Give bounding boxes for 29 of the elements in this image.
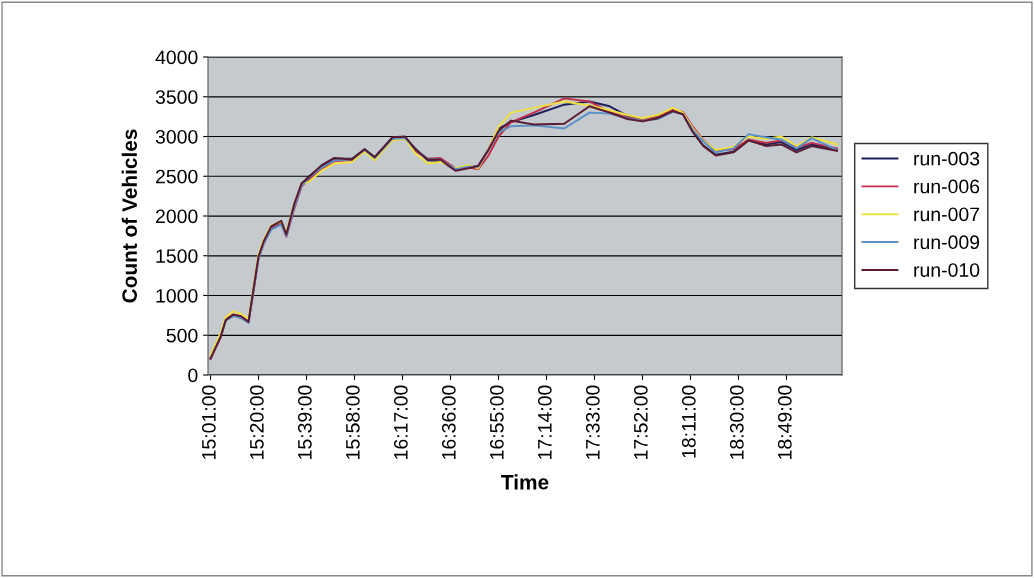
y-tick-label: 1500 [156,249,198,263]
x-tick-label: 18:11:00 [681,385,696,458]
legend-label: run-010 [914,263,980,277]
y-tick-label: 3000 [155,129,198,144]
x-tick-label: 15:20:00 [249,385,264,459]
legend-label: run-007 [914,207,980,222]
legend-label: run-003 [914,151,980,166]
y-axis-title: Count of Vehicles [121,129,138,303]
x-tick-label: 17:52:00 [633,385,648,459]
x-tick-label: 16:55:00 [489,385,504,459]
x-tick-label: 18:49:00 [777,385,792,459]
legend-label: run-006 [914,179,980,194]
y-tick-label: 1000 [156,288,198,303]
x-tick-label: 15:39:00 [297,385,312,459]
y-tick-label: 0 [188,368,198,383]
y-tick-label: 4000 [155,50,198,65]
x-axis-title: Time [501,474,549,490]
x-tick-label: 16:17:00 [393,385,408,459]
x-tick-label: 15:01:00 [201,385,216,459]
x-tick-label: 18:30:00 [729,385,744,459]
y-tick-label: 2000 [156,209,198,224]
y-tick-label: 2500 [156,169,198,184]
y-tick-label: 500 [166,328,198,343]
legend-label: run-009 [914,235,980,250]
x-tick-label: 17:14:00 [537,385,552,459]
x-tick-label: 15:58:00 [345,385,360,459]
y-tick-label: 3500 [155,90,198,104]
x-tick-label: 16:36:00 [441,385,456,459]
x-tick-label: 17:33:00 [585,385,600,459]
